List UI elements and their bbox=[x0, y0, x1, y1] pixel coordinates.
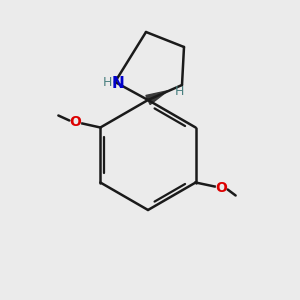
Text: N: N bbox=[112, 76, 124, 91]
Text: H: H bbox=[102, 76, 112, 89]
Text: O: O bbox=[69, 116, 81, 130]
Text: O: O bbox=[216, 181, 228, 194]
Polygon shape bbox=[146, 91, 168, 104]
Text: H: H bbox=[174, 85, 184, 98]
